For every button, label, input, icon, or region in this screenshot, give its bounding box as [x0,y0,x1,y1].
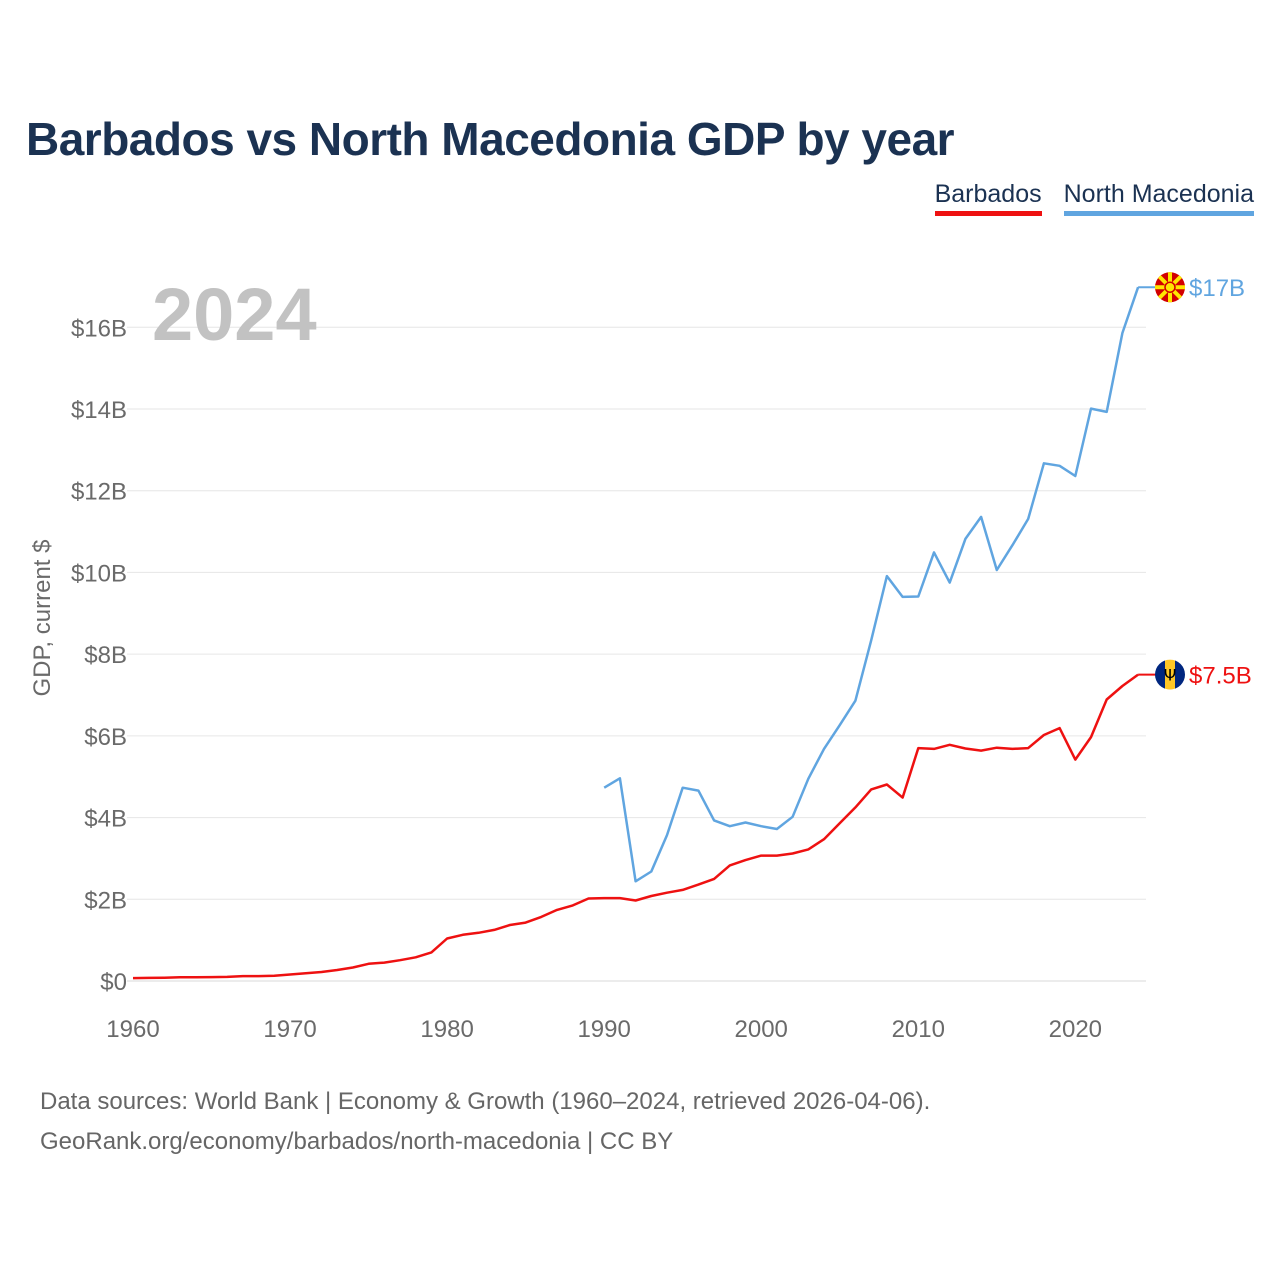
series-line-barbados[interactable] [132,673,1139,980]
chart-title: Barbados vs North Macedonia GDP by year [26,113,955,165]
x-tick-label: 1980 [420,1016,473,1043]
y-tick-label: $4B [84,806,127,833]
footer: Data sources: World Bank | Economy & Gro… [40,1082,930,1162]
legend-item-north-macedonia[interactable]: North Macedonia [1063,180,1254,216]
north-macedonia-flag-icon [1155,272,1185,303]
x-tick-label: 1960 [106,1016,159,1043]
y-tick-label: $2B [84,887,127,914]
end-value-label: $7.5B [1189,663,1252,690]
y-tick-label: $0 [100,969,127,996]
legend: Barbados North Macedonia [934,180,1254,216]
grid-lines [127,326,1146,982]
series-line-north-macedonia[interactable] [603,286,1140,883]
x-axis-ticks: 1960 1970 1980 1990 2000 2010 2020 [106,1016,1102,1043]
footer-link[interactable]: GeoRank.org/economy/barbados/north-maced… [40,1128,674,1155]
x-tick-label: 2000 [735,1016,788,1043]
y-axis-label: GDP, current $ [29,540,56,697]
year-watermark: 2024 [152,273,317,356]
y-tick-label: $8B [84,642,127,669]
x-tick-label: 2010 [892,1016,945,1043]
y-tick-label: $16B [71,315,127,342]
x-tick-label: 1990 [577,1016,630,1043]
series-lines [132,286,1140,980]
end-labels: Ψ $7.5B $17B [1138,272,1252,690]
y-tick-label: $10B [71,560,127,587]
y-tick-label: $12B [71,479,127,506]
y-tick-label: $6B [84,724,127,751]
x-tick-label: 1970 [263,1016,316,1043]
legend-item-barbados[interactable]: Barbados [934,180,1042,216]
svg-text:Ψ: Ψ [1164,666,1177,685]
y-tick-label: $14B [71,397,127,424]
barbados-flag-icon: Ψ [1155,659,1185,690]
end-value-label: $17B [1189,275,1245,302]
y-axis-ticks: $0 $2B $4B $6B $8B $10B $12B $14B $16B [71,315,127,996]
x-tick-label: 2020 [1049,1016,1102,1043]
footer-sources: Data sources: World Bank | Economy & Gro… [40,1088,931,1115]
